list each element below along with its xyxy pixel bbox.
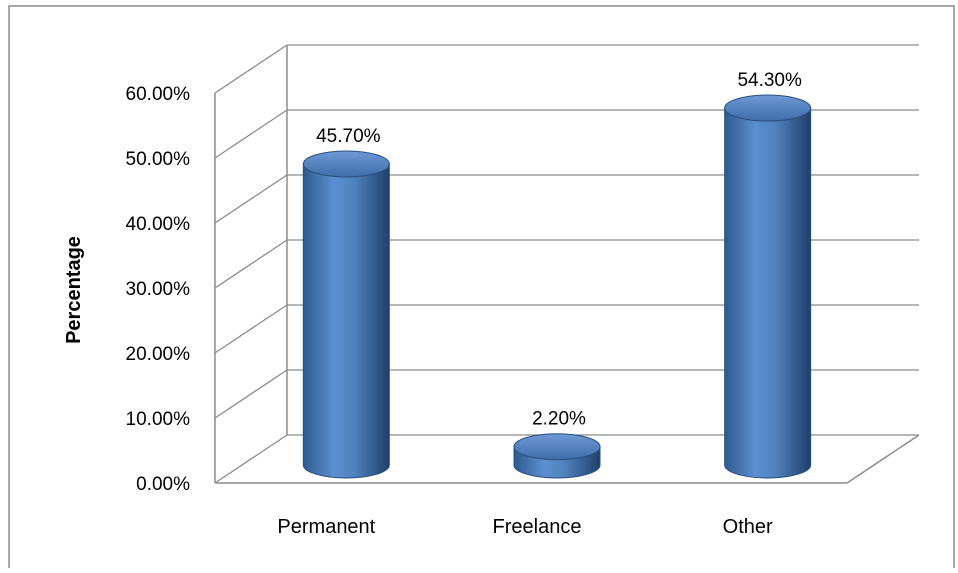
y-tick-label: 50.00% [126,149,191,170]
x-axis-ticks: Permanent Freelance Other [277,516,773,538]
gridline-side [214,304,288,354]
y-tick-label: 40.00% [126,214,191,235]
gridline-side [214,44,288,94]
floor-right-edge [846,434,920,484]
y-axis-ticks: 0.00% 10.00% 20.00% 30.00% 40.00% 50.00% 60.00… [126,84,191,495]
gridline-side [214,369,288,419]
x-tick-label: Other [723,516,773,538]
bar-body [302,163,390,479]
gridlines [214,44,920,484]
bar-permanent [302,150,390,479]
bar-freelance [513,433,601,479]
y-axis-label: Percentage [63,236,85,344]
y-tick-label: 60.00% [126,84,191,105]
x-tick-label: Freelance [493,516,582,538]
bar-cap [724,94,812,122]
y-tick-label: 20.00% [126,344,191,365]
y-tick-label: 0.00% [136,474,190,495]
gridline-side [214,174,288,224]
bar-value-label: 54.30% [737,70,802,91]
gridline-side [214,109,288,159]
bar-body [724,107,812,479]
bar-other [724,94,812,479]
x-tick-label: Permanent [277,516,375,538]
gridline-side [214,239,288,289]
y-tick-label: 30.00% [126,279,191,300]
bars: 45.70% 2.20% 54.30% [302,70,812,479]
bar-cap [302,150,390,178]
bar-value-label: 2.20% [532,409,586,430]
bar-cap [513,433,601,461]
y-tick-label: 10.00% [126,409,191,430]
gridline-side [214,434,288,484]
bar-value-label: 45.70% [316,126,381,147]
